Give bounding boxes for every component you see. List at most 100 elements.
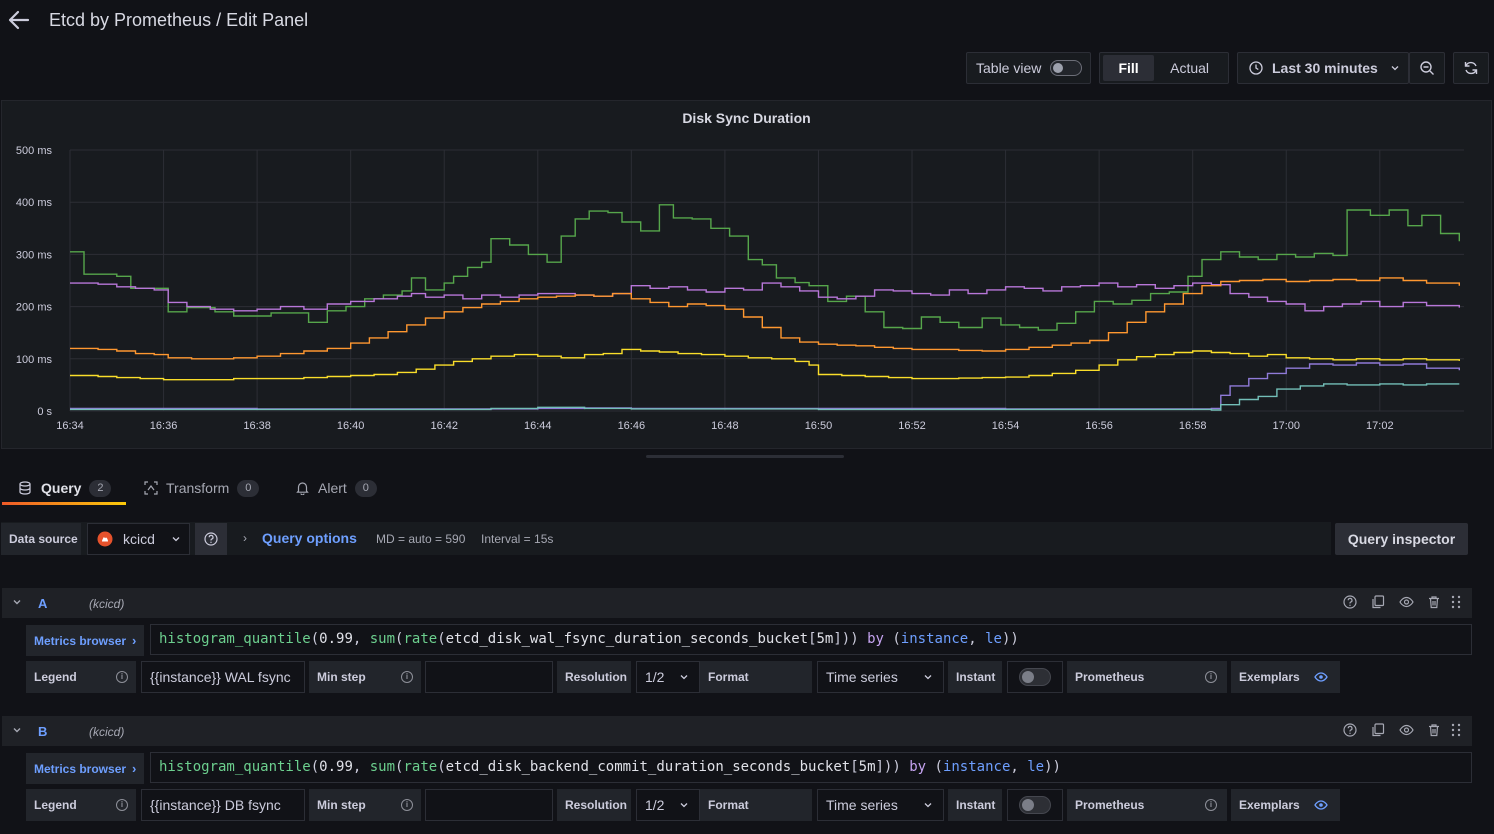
legend-value: {{instance}} WAL fsync [150,669,291,685]
metrics-browser-label: Metrics browser [34,761,127,776]
legend-input[interactable]: {{instance}} WAL fsync [141,661,305,693]
chevron-right-icon: › [132,761,137,776]
fill-actual-group: Fill Actual [1099,52,1229,84]
resolution-label: Resolution [557,661,631,693]
tab-query-count: 2 [89,479,112,497]
drag-handle-icon[interactable] [1448,595,1464,611]
x-tick-label: 16:58 [1179,420,1207,432]
refresh-button[interactable] [1453,52,1489,84]
chevron-down-icon [680,803,688,808]
legend-input[interactable]: {{instance}} DB fsync [141,789,305,821]
trash-icon[interactable] [1426,595,1442,611]
tab-query[interactable]: Query 2 [18,470,112,506]
x-tick-label: 16:46 [618,420,646,432]
clock-icon [1249,61,1263,75]
time-range-label: Last 30 minutes [1272,60,1378,76]
datasource-picker[interactable]: kcicd [87,523,190,555]
eye-icon [1314,672,1328,682]
tab-transform-count: 0 [237,479,260,497]
format-select[interactable]: Time series [817,661,944,693]
min-step-input[interactable] [425,789,553,821]
chart-title: Disk Sync Duration [682,110,811,126]
min-step-input[interactable] [425,661,553,693]
actual-button[interactable]: Actual [1170,60,1210,76]
exemplars-toggle[interactable]: Exemplars [1231,661,1340,693]
tab-transform[interactable]: Transform 0 [144,470,260,506]
time-range-picker[interactable]: Last 30 minutes [1237,52,1409,84]
y-tick-label: 400 ms [16,197,53,209]
chevron-down-icon [1391,66,1399,71]
eye-icon[interactable] [1398,723,1414,739]
query-row-header [2,716,1472,746]
metrics-browser-button[interactable]: Metrics browser › [26,753,144,784]
query-datasource-name: (kcicd) [89,597,125,611]
help-icon[interactable] [1342,595,1358,611]
y-tick-label: 0 s [37,406,52,418]
panel-resize-handle[interactable] [646,455,844,458]
instant-switch[interactable] [1019,668,1051,686]
query-options-toggle[interactable]: Query options [262,530,357,546]
eye-icon[interactable] [1398,595,1414,611]
drag-handle-icon[interactable] [1448,723,1464,739]
query-metric-name: etcd_disk_backend_commit_duration_second… [445,759,851,775]
exemplars-toggle[interactable]: Exemplars [1231,789,1340,821]
instant-toggle[interactable] [1007,661,1063,693]
table-view-switch[interactable] [1050,60,1083,76]
resolution-label: Resolution [557,789,631,821]
transform-icon [144,481,158,495]
x-tick-label: 16:54 [992,420,1020,432]
collapse-chevron-icon[interactable] [11,724,23,736]
zoom-out-button[interactable] [1409,52,1445,84]
x-tick-label: 16:44 [524,420,552,432]
instant-label: Instant [948,789,1002,821]
instant-toggle[interactable] [1007,789,1063,821]
instant-switch[interactable] [1019,796,1051,814]
tab-alert-count: 0 [354,479,377,497]
prometheus-type-label: Prometheus i [1067,661,1227,693]
eye-icon [1314,800,1328,810]
y-tick-label: 500 ms [16,145,53,157]
table-view-toggle[interactable]: Table view [966,52,1091,84]
duplicate-icon[interactable] [1370,723,1386,739]
y-tick-label: 200 ms [16,302,53,314]
format-select[interactable]: Time series [817,789,944,821]
resolution-select[interactable]: 1/2 [636,661,700,693]
tab-alert[interactable]: Alert 0 [296,470,377,506]
x-tick-label: 16:48 [711,420,739,432]
active-tab-indicator [2,502,126,505]
query-options-chevron-icon[interactable]: › [243,531,247,545]
resolution-value: 1/2 [645,797,665,813]
x-tick-label: 16:52 [898,420,926,432]
x-tick-label: 16:34 [56,420,84,432]
info-icon: i [1205,671,1217,683]
tab-alert-label: Alert [318,480,347,496]
metrics-browser-button[interactable]: Metrics browser › [26,625,144,656]
back-arrow-icon[interactable] [8,8,30,32]
tab-transform-label: Transform [166,480,230,496]
x-tick-label: 17:00 [1272,420,1300,432]
duplicate-icon[interactable] [1370,595,1386,611]
query-inspector-button[interactable]: Query inspector [1335,523,1468,555]
collapse-chevron-icon[interactable] [11,596,23,608]
info-icon: i [116,799,128,811]
info-icon: i [116,671,128,683]
series-line-0 [70,204,1460,331]
table-view-label: Table view [976,60,1042,76]
datasource-name: kcicd [123,531,155,547]
info-icon: i [401,799,413,811]
x-tick-label: 16:42 [430,420,458,432]
datasource-help-button[interactable] [195,523,227,555]
help-icon[interactable] [1342,723,1358,739]
time-series-chart[interactable]: 0 s 100 ms 200 ms 300 ms 400 ms 500 ms 16:34 16… [2,101,1491,448]
query-ref-id[interactable]: B [38,724,48,739]
resolution-select[interactable]: 1/2 [636,789,700,821]
query-editor[interactable]: histogram_quantile(0.99, sum(rate(etcd_d… [150,752,1472,783]
fill-button[interactable]: Fill [1103,55,1155,81]
trash-icon[interactable] [1426,723,1442,739]
query-editor[interactable]: histogram_quantile(0.99, sum(rate(etcd_d… [150,624,1472,655]
instant-label: Instant [948,661,1002,693]
info-icon: i [1205,799,1217,811]
query-ref-id[interactable]: A [38,596,48,611]
x-tick-label: 16:40 [337,420,365,432]
query-metric-name: etcd_disk_wal_fsync_duration_seconds_buc… [445,631,809,647]
